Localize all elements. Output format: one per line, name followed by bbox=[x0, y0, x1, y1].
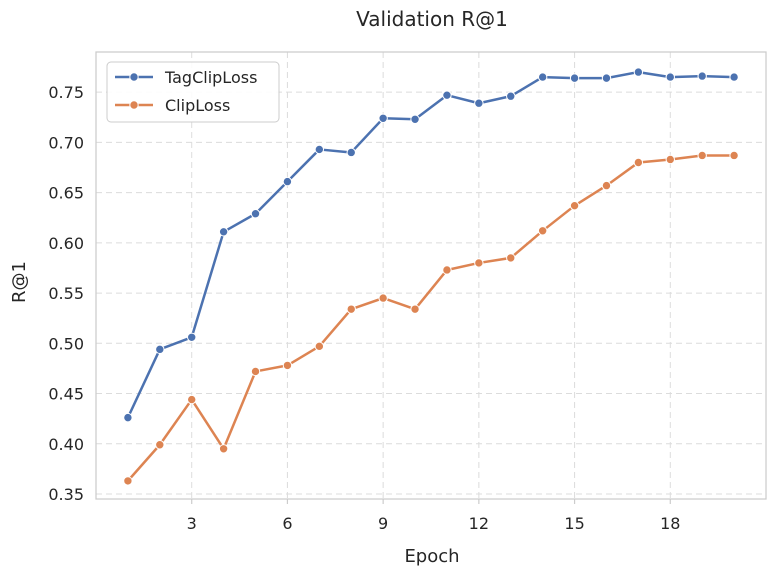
data-point bbox=[123, 412, 133, 423]
data-point bbox=[442, 265, 452, 275]
series-tagcliploss bbox=[123, 67, 739, 423]
data-point bbox=[282, 176, 293, 187]
data-point bbox=[633, 157, 644, 168]
x-axis-label: Epoch bbox=[404, 546, 459, 567]
data-point bbox=[601, 73, 612, 83]
data-point bbox=[410, 304, 420, 314]
data-point bbox=[123, 476, 133, 486]
series-cliploss bbox=[123, 150, 739, 486]
x-tick-label: 6 bbox=[282, 514, 292, 533]
data-point bbox=[314, 144, 325, 155]
data-point bbox=[537, 226, 548, 236]
data-point bbox=[506, 253, 516, 263]
data-point bbox=[155, 440, 165, 450]
y-tick-label: 0.50 bbox=[48, 334, 84, 353]
data-point bbox=[218, 444, 229, 454]
data-point bbox=[665, 72, 675, 82]
data-point bbox=[665, 154, 675, 165]
data-point bbox=[250, 366, 261, 377]
y-axis-label: R@1 bbox=[9, 261, 30, 303]
plot-frame bbox=[95, 51, 767, 500]
legend-label: TagClipLoss bbox=[164, 68, 257, 87]
data-point bbox=[187, 394, 197, 405]
data-point bbox=[569, 73, 580, 83]
chart-title: Validation R@1 bbox=[356, 7, 508, 31]
y-tick-label: 0.65 bbox=[48, 184, 84, 203]
data-point bbox=[729, 150, 739, 161]
x-tick-label: 15 bbox=[564, 514, 584, 533]
y-tick-label: 0.40 bbox=[48, 435, 84, 454]
y-tick-label: 0.75 bbox=[48, 83, 84, 102]
data-point bbox=[314, 341, 325, 352]
x-tick-label: 9 bbox=[378, 514, 388, 533]
x-tick-label: 3 bbox=[187, 514, 197, 533]
data-point bbox=[474, 258, 484, 268]
data-point bbox=[729, 72, 739, 82]
data-point bbox=[506, 91, 516, 101]
data-point bbox=[218, 227, 229, 237]
legend-label: ClipLoss bbox=[165, 96, 230, 115]
series-line bbox=[126, 70, 735, 419]
x-tick-label: 18 bbox=[660, 514, 680, 533]
data-point bbox=[601, 180, 612, 191]
data-point bbox=[569, 200, 580, 211]
x-tick-label: 12 bbox=[469, 514, 489, 533]
y-tick-label: 0.35 bbox=[48, 485, 84, 504]
data-point bbox=[378, 293, 388, 303]
data-point bbox=[187, 332, 197, 342]
grid bbox=[96, 52, 766, 499]
data-point bbox=[410, 114, 420, 125]
legend-swatch-marker bbox=[129, 72, 139, 82]
data-point bbox=[282, 360, 293, 371]
series bbox=[123, 67, 739, 486]
data-point bbox=[250, 209, 261, 219]
y-tick-label: 0.70 bbox=[48, 133, 84, 152]
legend-swatch-marker bbox=[129, 100, 139, 110]
data-point bbox=[442, 90, 452, 100]
data-point bbox=[346, 147, 356, 158]
data-point bbox=[155, 344, 165, 355]
y-tick-label: 0.55 bbox=[48, 284, 84, 303]
series-line bbox=[126, 154, 735, 482]
data-point bbox=[697, 71, 707, 81]
data-point bbox=[346, 304, 356, 314]
data-point bbox=[697, 150, 707, 161]
y-tick-label: 0.60 bbox=[48, 234, 84, 253]
y-tick-label: 0.45 bbox=[48, 385, 84, 404]
data-point bbox=[633, 67, 644, 77]
data-point bbox=[378, 113, 388, 123]
legend: TagClipLoss ClipLoss bbox=[106, 61, 280, 123]
data-point bbox=[537, 72, 548, 82]
axis-ticks: 0.35 0.40 0.45 0.50 0.55 0.60 0.65 0.70 0.75 3 6 9 1… bbox=[48, 83, 680, 533]
data-point bbox=[474, 98, 484, 108]
